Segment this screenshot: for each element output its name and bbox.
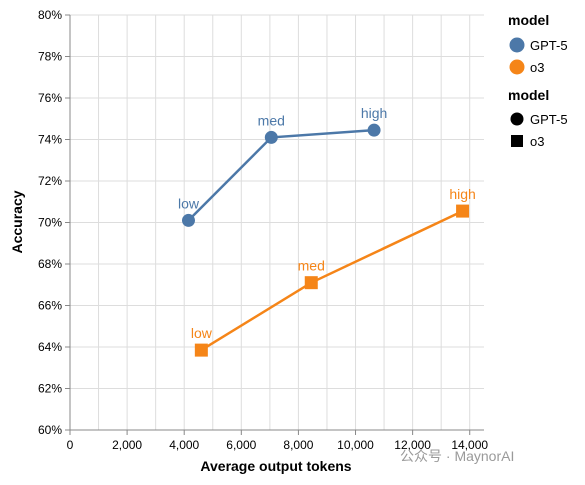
x-tick-label: 0	[67, 438, 74, 452]
legend-color-swatch	[509, 59, 525, 75]
legend-color-label: GPT-5	[530, 38, 568, 53]
x-tick-label: 8,000	[283, 438, 313, 452]
y-tick-label: 76%	[38, 91, 62, 105]
point-labels: low med high low med high	[178, 105, 476, 341]
legend-shape-title: model	[508, 87, 549, 103]
series-line-o3	[200, 209, 464, 352]
y-tick-label: 74%	[38, 133, 62, 147]
axes: 0 2,000 4,000 6,000 8,000 10,000 12,000 14,000 6…	[38, 8, 488, 452]
y-tick-label: 68%	[38, 257, 62, 271]
watermark-text: 公众号 · MaynorAI	[400, 448, 515, 464]
data-label-gpt-5: high	[361, 105, 387, 121]
data-label-gpt-5: med	[258, 112, 285, 128]
y-axis-title: Accuracy	[9, 190, 25, 253]
data-point-o3	[304, 276, 318, 290]
data-point-gpt-5	[367, 123, 381, 137]
legend-color-title: model	[508, 12, 549, 28]
legend: model GPT-5 o3 model GPT-5 o3	[508, 12, 568, 149]
y-tick-label: 72%	[38, 174, 62, 188]
series	[181, 123, 470, 357]
x-tick-label: 10,000	[337, 438, 374, 452]
y-tick-label: 62%	[38, 382, 62, 396]
x-axis-title: Average output tokens	[200, 458, 351, 474]
y-tick-label: 80%	[38, 8, 62, 22]
data-label-o3: high	[449, 186, 475, 202]
legend-shape-swatch	[511, 135, 523, 147]
data-point-gpt-5	[264, 130, 278, 144]
y-tick-label: 78%	[38, 50, 62, 64]
x-tick-label: 2,000	[112, 438, 142, 452]
data-label-o3: low	[191, 325, 213, 341]
legend-shape-label: GPT-5	[530, 112, 568, 127]
data-label-o3: med	[298, 258, 325, 274]
series-line-gpt-5	[187, 128, 375, 222]
legend-shape-swatch	[510, 112, 524, 126]
data-point-gpt-5	[181, 213, 195, 227]
y-tick-label: 66%	[38, 299, 62, 313]
x-tick-label: 14,000	[451, 438, 488, 452]
x-tick-label: 12,000	[394, 438, 431, 452]
data-point-o3	[456, 204, 470, 218]
x-tick-label: 6,000	[226, 438, 256, 452]
data-label-gpt-5: low	[178, 195, 200, 211]
legend-color-label: o3	[530, 60, 544, 75]
y-tick-label: 64%	[38, 340, 62, 354]
x-tick-label: 4,000	[169, 438, 199, 452]
legend-shape-label: o3	[530, 134, 544, 149]
y-tick-label: 60%	[38, 423, 62, 437]
grid	[69, 14, 484, 431]
legend-color-swatch	[509, 37, 525, 53]
data-point-o3	[194, 343, 208, 357]
y-tick-label: 70%	[38, 216, 62, 230]
